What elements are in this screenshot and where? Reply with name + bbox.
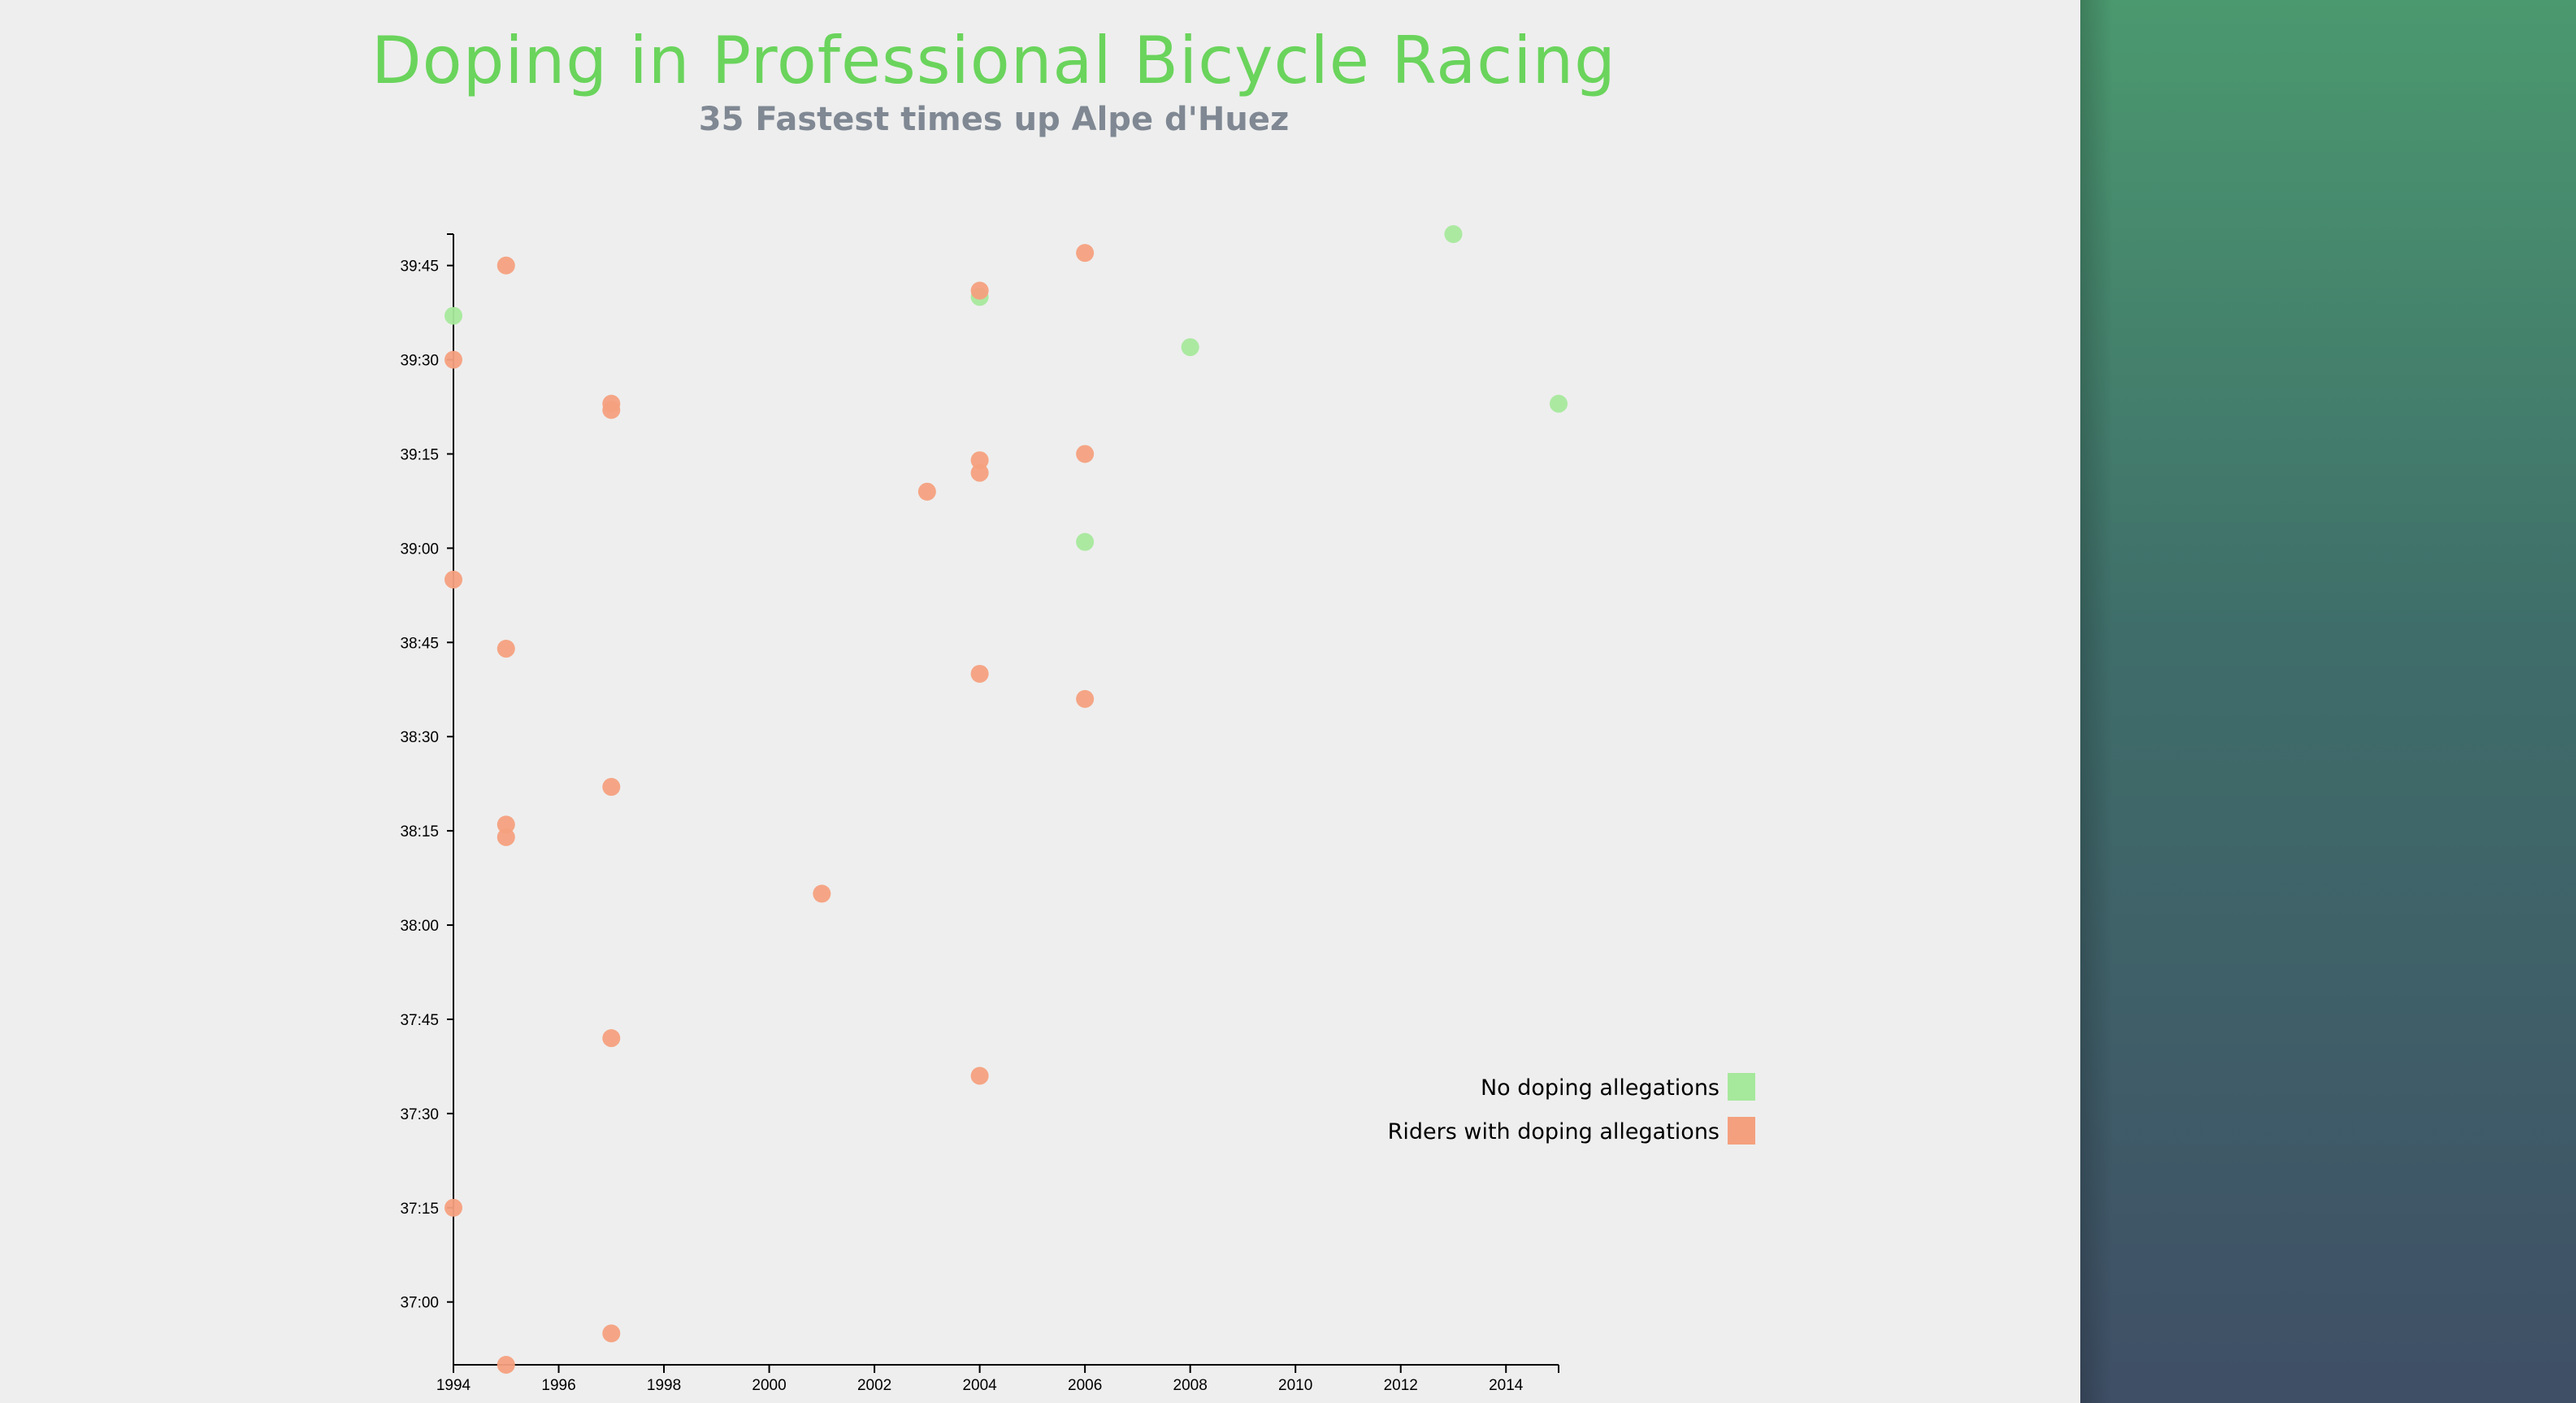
data-points [445, 225, 1568, 1374]
x-tick-label: 2002 [857, 1377, 891, 1394]
data-point[interactable] [1076, 445, 1095, 463]
data-point[interactable] [497, 640, 515, 658]
y-tick-label: 39:45 [400, 258, 439, 276]
y-tick-label: 37:45 [400, 1012, 439, 1029]
scatter-chart: 39:45 39:30 39:15 39:00 38:45 38:30 38:15 38:00… [400, 225, 1755, 1394]
y-tick-label: 38:15 [400, 823, 439, 840]
chart-title: Doping in Professional Bicycle Racing [371, 23, 1616, 98]
data-point[interactable] [602, 778, 621, 797]
chart-subtitle: 35 Fastest times up Alpe d'Huez [698, 101, 1290, 138]
data-point[interactable] [445, 306, 462, 325]
y-axis: 39:45 39:30 39:15 39:00 38:45 38:30 38:15 38:00… [400, 233, 454, 1365]
x-tick-label: 2014 [1489, 1377, 1524, 1394]
data-point[interactable] [497, 827, 515, 846]
data-point[interactable] [497, 1356, 515, 1374]
data-point[interactable] [602, 1324, 621, 1343]
y-tick-label: 38:00 [400, 918, 439, 935]
data-point[interactable] [1181, 338, 1199, 357]
y-tick-label: 37:30 [400, 1106, 439, 1123]
x-tick-label: 1998 [647, 1377, 681, 1394]
y-tick-label: 37:15 [400, 1201, 439, 1218]
x-tick-label: 2004 [962, 1377, 997, 1394]
data-point[interactable] [970, 451, 989, 470]
chart-panel: Doping in Professional Bicycle Racing 35… [0, 0, 2080, 1403]
data-point[interactable] [813, 884, 831, 903]
data-point[interactable] [1076, 689, 1095, 708]
data-point[interactable] [970, 664, 989, 683]
x-tick-label: 2006 [1068, 1377, 1102, 1394]
x-tick-label: 2010 [1278, 1377, 1312, 1394]
data-point[interactable] [917, 482, 936, 501]
panel-shadow [2080, 0, 2113, 1403]
legend-swatch [1728, 1117, 1755, 1145]
data-point[interactable] [602, 401, 621, 419]
data-point[interactable] [1076, 532, 1095, 551]
x-tick-label: 1994 [436, 1377, 471, 1394]
y-tick-label: 39:30 [400, 353, 439, 370]
x-axis: 1994 1996 1998 2000 2002 2004 2006 2008 2010 2012… [436, 1364, 1559, 1394]
y-tick-label: 39:15 [400, 446, 439, 463]
x-tick-label: 2000 [752, 1377, 786, 1394]
data-point[interactable] [1444, 225, 1463, 243]
y-tick-label: 39:00 [400, 541, 439, 558]
y-tick-label: 38:45 [400, 635, 439, 652]
y-tick-label: 37:00 [400, 1295, 439, 1312]
legend-label: Riders with doping allegations [1388, 1119, 1720, 1145]
data-point[interactable] [602, 1029, 621, 1048]
data-point[interactable] [970, 463, 989, 482]
legend-swatch [1728, 1073, 1755, 1101]
data-point[interactable] [497, 256, 515, 275]
x-tick-label: 1996 [541, 1377, 575, 1394]
x-tick-label: 2012 [1384, 1377, 1418, 1394]
data-point[interactable] [497, 815, 515, 834]
data-point[interactable] [445, 1198, 462, 1217]
data-point[interactable] [445, 350, 462, 369]
legend-label: No doping allegations [1481, 1075, 1720, 1101]
x-tick-label: 2008 [1173, 1377, 1208, 1394]
data-point[interactable] [1550, 394, 1568, 413]
data-point[interactable] [970, 1066, 989, 1085]
legend: No doping allegations Riders with doping … [1388, 1073, 1755, 1145]
data-point[interactable] [1076, 244, 1095, 263]
data-point[interactable] [970, 281, 989, 300]
y-tick-label: 38:30 [400, 729, 439, 746]
data-point[interactable] [445, 571, 462, 589]
